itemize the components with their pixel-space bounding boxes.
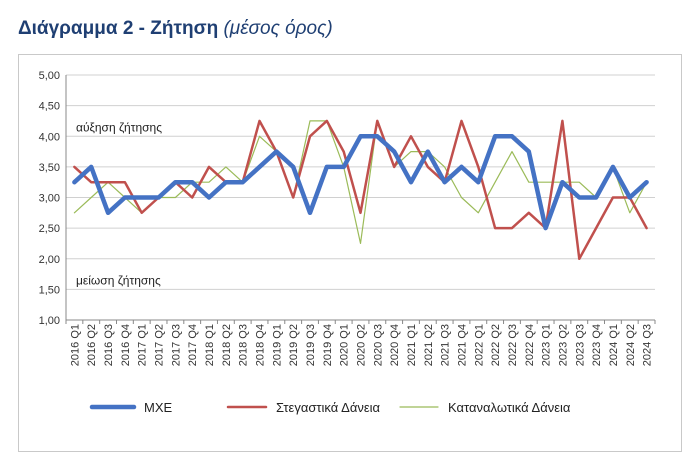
x-tick-label: 2017 Q2 — [154, 324, 166, 366]
x-tick-label: 2016 Q1 — [69, 324, 81, 366]
x-tick-label: 2022 Q3 — [507, 324, 519, 366]
x-tick-label: 2016 Q4 — [120, 324, 132, 366]
x-tick-label: 2019 Q3 — [305, 324, 317, 366]
x-tick-label: 2020 Q1 — [339, 324, 351, 366]
series-line-1 — [72, 134, 649, 231]
y-tick-label: 4,00 — [39, 131, 60, 143]
x-tick-label: 2020 Q4 — [389, 324, 401, 366]
y-tick-label: 4,50 — [39, 101, 60, 113]
x-tick-label: 2020 Q3 — [372, 324, 384, 366]
y-tick-label: 1,00 — [39, 315, 60, 327]
legend-label: Στεγαστικά Δάνεια — [276, 400, 381, 415]
y-tick-label: 2,50 — [39, 223, 60, 235]
x-tick-label: 2024 Q2 — [625, 324, 637, 366]
x-tick-label: 2016 Q2 — [86, 324, 98, 366]
x-tick-label: 2021 Q4 — [456, 324, 468, 366]
y-tick-label: 5,00 — [39, 70, 60, 82]
x-tick-label: 2019 Q2 — [288, 324, 300, 366]
x-tick-label: 2022 Q4 — [524, 324, 536, 366]
x-tick-label: 2024 Q3 — [642, 324, 654, 366]
x-tick-label: 2018 Q2 — [221, 324, 233, 366]
y-tick-label: 2,00 — [39, 254, 60, 266]
x-tick-label: 2021 Q3 — [440, 324, 452, 366]
x-tick-label: 2023 Q1 — [541, 324, 553, 366]
y-tick-label: 1,50 — [39, 284, 60, 296]
annotation-text: μείωση ζήτησης — [76, 273, 161, 287]
x-tick-label: 2023 Q3 — [574, 324, 586, 366]
x-tick-label: 2016 Q3 — [103, 324, 115, 366]
x-tick-label: 2023 Q2 — [557, 324, 569, 366]
x-tick-label: 2021 Q1 — [406, 324, 418, 366]
x-tick-label: 2023 Q4 — [591, 324, 603, 366]
x-tick-label: 2022 Q2 — [490, 324, 502, 366]
chart-title-main: Διάγραμμα 2 - Ζήτηση — [18, 18, 219, 39]
x-tick-label: 2024 Q1 — [608, 324, 620, 366]
chart-title: Διάγραμμα 2 - Ζήτηση (μέσος όρος) — [18, 18, 333, 40]
x-tick-label: 2017 Q3 — [170, 324, 182, 366]
series-line-3 — [73, 120, 648, 244]
x-tick-label: 2018 Q3 — [238, 324, 250, 366]
x-tick-label: 2018 Q4 — [255, 324, 267, 366]
x-tick-label: 2021 Q2 — [423, 324, 435, 366]
y-tick-label: 3,50 — [39, 162, 60, 174]
chart-title-subtitle: (μέσος όρος) — [223, 18, 333, 39]
x-tick-label: 2022 Q1 — [473, 324, 485, 366]
x-tick-label: 2020 Q2 — [356, 324, 368, 366]
x-tick-label: 2017 Q4 — [187, 324, 199, 366]
x-tick-label: 2017 Q1 — [137, 324, 149, 366]
legend-label: ΜΧΕ — [144, 400, 173, 415]
chart-frame — [18, 54, 682, 452]
annotation-text: αύξηση ζήτησης — [76, 120, 162, 134]
x-tick-label: 2019 Q4 — [322, 324, 334, 366]
y-tick-label: 3,00 — [39, 193, 60, 205]
legend-label: Καταναλωτικά Δάνεια — [448, 400, 571, 415]
x-tick-label: 2018 Q1 — [204, 324, 216, 366]
x-tick-label: 2019 Q1 — [271, 324, 283, 366]
